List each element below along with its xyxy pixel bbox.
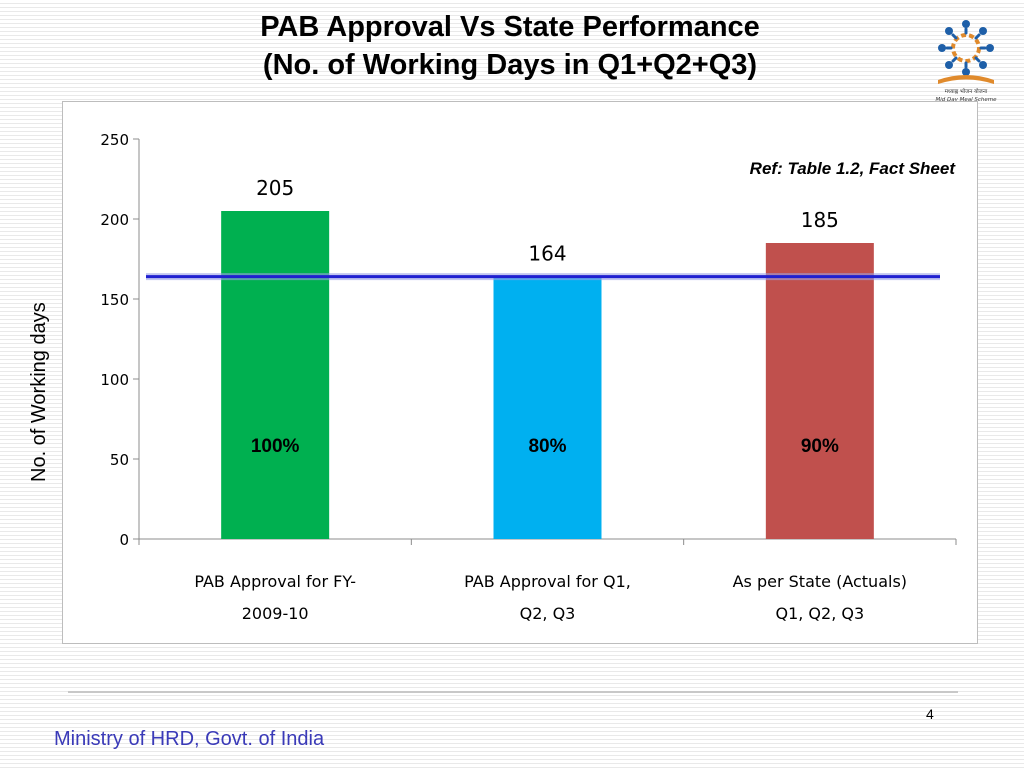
y-tick-label: 0	[119, 531, 129, 549]
x-category-label: As per State (Actuals)	[733, 572, 907, 591]
chart-area: 0 50 100 150 200 250 205 100% PAB Approval for F…	[62, 101, 978, 644]
logo-emblem-icon: मध्याह्न भोजन योजना Mid Day Meal Scheme	[935, 20, 997, 103]
bar	[493, 276, 602, 539]
page-number: 4	[926, 706, 934, 722]
footer-divider	[68, 691, 958, 693]
footer-ministry: Ministry of HRD, Govt. of India	[54, 728, 325, 750]
bar-value-label: 164	[528, 242, 566, 266]
y-axis-title: No. of Working days	[28, 302, 50, 482]
x-category-label: Q1, Q2, Q3	[775, 604, 864, 623]
bar-percent-label: 100%	[251, 436, 300, 457]
bar	[765, 243, 874, 539]
bar-percent-label: 80%	[528, 436, 566, 457]
logo-caption-english: Mid Day Meal Scheme	[935, 97, 997, 103]
y-axis-title-wrap: No. of Working days	[28, 302, 58, 483]
y-tick-label: 50	[110, 451, 129, 469]
logo-caption-hindi: मध्याह्न भोजन योजना	[945, 88, 988, 95]
reference-note: Ref: Table 1.2, Fact Sheet	[749, 159, 955, 178]
bar-value-label: 185	[801, 208, 839, 232]
slide-title-line-1: PAB Approval Vs State Performance	[260, 11, 760, 43]
y-tick-label: 200	[100, 211, 129, 229]
y-tick-label: 250	[100, 131, 129, 149]
bar-percent-label: 90%	[801, 436, 839, 457]
slide-title: PAB Approval Vs State Performance (No. o…	[120, 8, 900, 84]
slide-title-line-2: (No. of Working Days in Q1+Q2+Q3)	[262, 49, 758, 81]
bar-value-label: 205	[256, 176, 294, 200]
bar-chart: 0 50 100 150 200 250 205 100% PAB Approval for F…	[100, 131, 957, 623]
x-category-label: PAB Approval for Q1,	[464, 572, 631, 591]
y-tick-label: 150	[100, 291, 129, 309]
bar	[221, 211, 330, 539]
x-category-label: 2009-10	[242, 604, 309, 623]
x-category-label: Q2, Q3	[520, 604, 576, 623]
x-category-label: PAB Approval for FY-	[194, 572, 356, 591]
mid-day-meal-logo: मध्याह्न भोजन योजना Mid Day Meal Scheme	[930, 14, 1002, 104]
y-tick-label: 100	[100, 371, 129, 389]
